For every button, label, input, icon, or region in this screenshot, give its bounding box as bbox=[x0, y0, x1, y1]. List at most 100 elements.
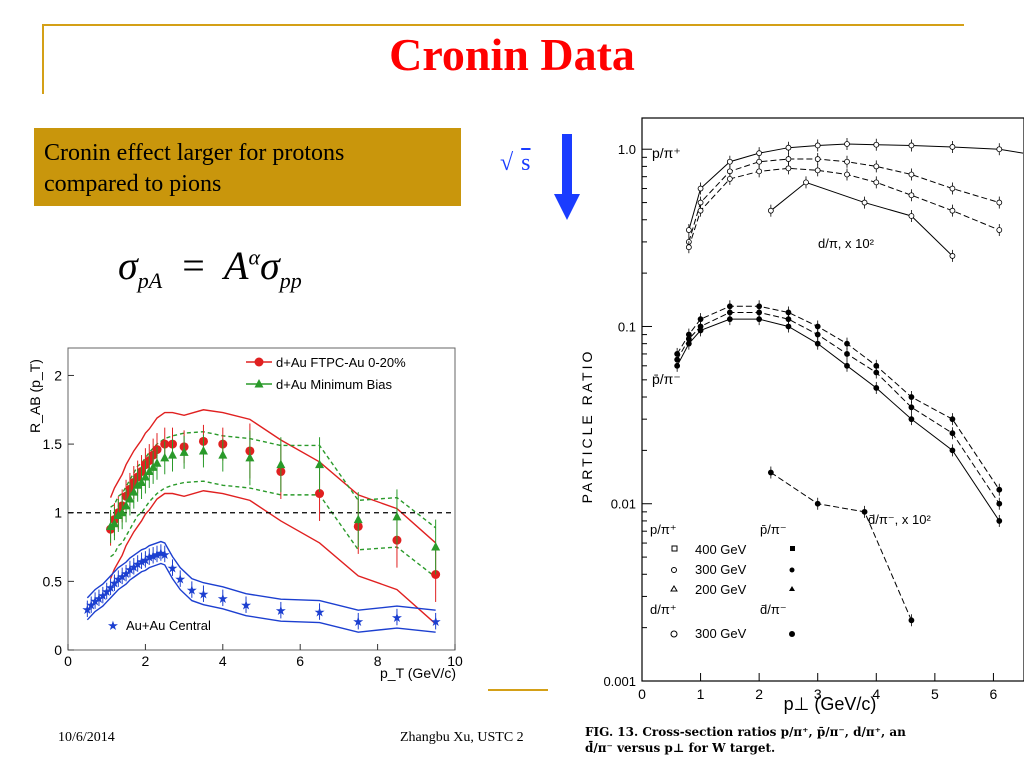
fit-curve bbox=[676, 318, 1000, 522]
legend-col1: p/π⁺ bbox=[650, 522, 677, 537]
legend-label-green: d+Au Minimum Bias bbox=[276, 377, 392, 392]
data-point bbox=[133, 480, 143, 489]
data-point bbox=[844, 362, 850, 369]
data-point: ★ bbox=[112, 572, 124, 587]
data-point bbox=[996, 486, 1003, 493]
legend-label-blue: Au+Au Central bbox=[126, 618, 211, 633]
data-point: ★ bbox=[82, 602, 94, 617]
data-point bbox=[861, 199, 868, 206]
data-point: ★ bbox=[93, 591, 105, 606]
data-point: ★ bbox=[109, 576, 121, 591]
y-tick-label: 1.5 bbox=[43, 436, 63, 452]
legend-row-200: 200 GeV bbox=[695, 582, 747, 597]
data-point bbox=[785, 144, 792, 151]
data-point: ★ bbox=[174, 572, 186, 587]
data-point bbox=[392, 511, 402, 521]
data-point bbox=[697, 185, 704, 192]
data-point bbox=[785, 165, 792, 172]
data-point bbox=[803, 179, 809, 186]
data-point bbox=[908, 404, 915, 411]
data-point bbox=[949, 144, 956, 150]
data-point bbox=[814, 167, 821, 174]
data-point bbox=[697, 199, 704, 206]
x-tick-label: 2 bbox=[142, 653, 150, 669]
data-point bbox=[125, 494, 135, 503]
data-point bbox=[949, 207, 956, 214]
data-point bbox=[908, 213, 915, 219]
data-point bbox=[996, 500, 1003, 507]
data-point bbox=[908, 192, 915, 199]
data-point bbox=[908, 416, 915, 423]
data-point bbox=[767, 207, 774, 214]
cronin-formula: σpA = Aασpp bbox=[118, 243, 302, 293]
data-point bbox=[726, 316, 733, 323]
annot-pbar-pi: p̄/π⁻ bbox=[652, 371, 681, 387]
data-point: ★ bbox=[391, 610, 403, 625]
band-lower-1 bbox=[110, 480, 437, 578]
data-point bbox=[844, 351, 850, 357]
legend-col3: d/π⁺ bbox=[650, 602, 677, 617]
data-point bbox=[167, 450, 177, 459]
data-point: ★ bbox=[198, 587, 210, 602]
annot-p-pi: p/π⁺ bbox=[652, 145, 681, 161]
y-tick-label: 0 bbox=[54, 642, 62, 658]
data-point bbox=[844, 340, 850, 347]
data-point bbox=[431, 542, 441, 551]
data-point: ★ bbox=[136, 554, 148, 569]
x-tick-label: 0 bbox=[64, 653, 72, 669]
band-upper-0 bbox=[109, 409, 437, 544]
data-point bbox=[121, 500, 131, 510]
data-point bbox=[315, 489, 325, 499]
legend-label-red: d+Au FTPC-Au 0-20% bbox=[276, 355, 406, 370]
data-point bbox=[873, 369, 880, 376]
legend-col4: d̄/π⁻ bbox=[760, 602, 787, 617]
y-tick-label: 0.5 bbox=[43, 573, 63, 589]
data-point bbox=[873, 385, 880, 391]
x-tick-label: 10 bbox=[447, 653, 463, 669]
data-point bbox=[674, 362, 681, 369]
data-point bbox=[873, 179, 880, 186]
right-y-label: PARTICLE RATIO bbox=[579, 349, 595, 504]
data-point bbox=[949, 447, 956, 454]
data-point bbox=[756, 150, 763, 157]
data-point: ★ bbox=[105, 580, 117, 595]
data-point bbox=[996, 199, 1003, 206]
data-point bbox=[685, 227, 692, 233]
data-point: ★ bbox=[97, 588, 109, 603]
right-x-label: p⊥ (GeV/c) bbox=[784, 694, 877, 714]
footer-date: 10/6/2014 bbox=[58, 730, 115, 745]
band-lower-0 bbox=[109, 490, 437, 625]
data-point bbox=[726, 158, 733, 165]
x-tick-label: 2 bbox=[755, 686, 763, 702]
annot-d-pi: d/π, x 10² bbox=[818, 236, 875, 251]
data-point bbox=[949, 185, 956, 192]
x-tick-label: 6 bbox=[296, 653, 304, 669]
data-point bbox=[908, 394, 915, 400]
x-tick-label: 0 bbox=[638, 686, 646, 702]
callout-line-2: compared to pions bbox=[44, 171, 222, 197]
data-point: ★ bbox=[151, 547, 163, 562]
y-tick-label: 1.0 bbox=[618, 142, 636, 157]
data-point bbox=[697, 327, 704, 334]
data-point bbox=[140, 472, 150, 481]
y-tick-label: 0.001 bbox=[603, 674, 636, 689]
data-point bbox=[996, 518, 1003, 524]
data-point bbox=[873, 163, 880, 170]
x-tick-label: 4 bbox=[872, 686, 880, 702]
data-point: ★ bbox=[101, 584, 113, 599]
data-point: ★ bbox=[155, 546, 167, 561]
data-point: ★ bbox=[124, 562, 136, 577]
data-point bbox=[117, 507, 127, 517]
data-point bbox=[198, 445, 208, 455]
data-point bbox=[113, 510, 123, 519]
data-point: ★ bbox=[240, 598, 252, 613]
particle-ratio-chart: 0 1 2 3 4 5 6 0.001 0.01 0.1 1.0 PARTICLE RATIO p⊥… bbox=[579, 117, 1024, 755]
data-point bbox=[908, 142, 915, 149]
data-point bbox=[949, 416, 956, 423]
left-y-label: R_AB (p_T) bbox=[27, 359, 43, 433]
data-point bbox=[109, 518, 119, 528]
data-point: ★ bbox=[143, 550, 155, 565]
data-point bbox=[785, 156, 792, 162]
data-point bbox=[814, 323, 821, 330]
